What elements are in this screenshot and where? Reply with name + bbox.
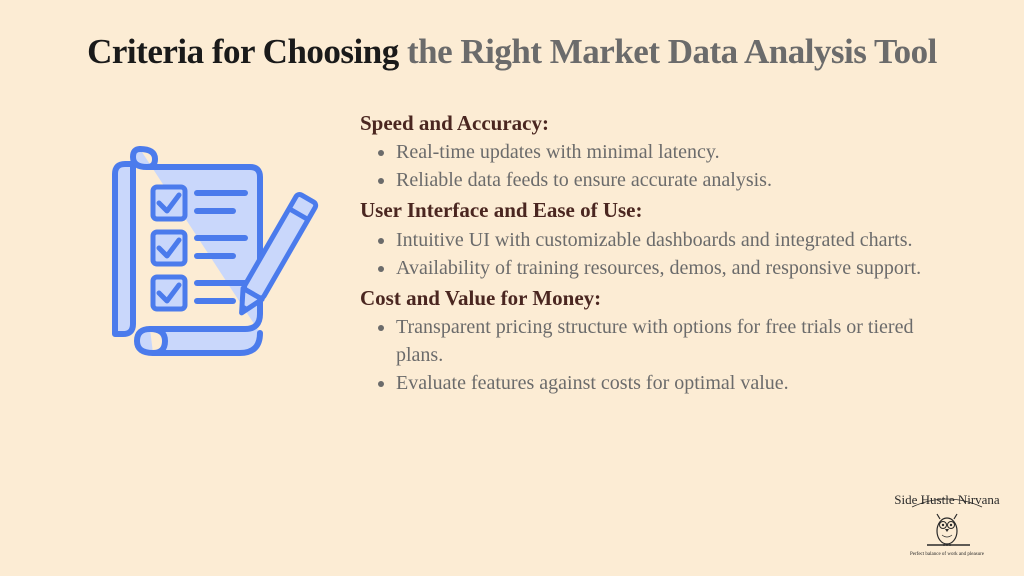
page-title-container: Criteria for Choosing the Right Market D… (0, 0, 1024, 84)
bullet-item: Reliable data feeds to ensure accurate a… (396, 166, 924, 194)
content-row: Speed and Accuracy: Real-time updates wi… (0, 84, 1024, 397)
bullet-item: Real-time updates with minimal latency. (396, 138, 924, 166)
section-heading-2: Cost and Value for Money: (360, 284, 924, 313)
title-dark-part: Criteria for Choosing (87, 32, 407, 71)
criteria-list: Speed and Accuracy: Real-time updates wi… (360, 109, 984, 397)
page-title: Criteria for Choosing the Right Market D… (60, 30, 964, 74)
svg-text:Side Hustle Nirvana: Side Hustle Nirvana (894, 492, 1000, 507)
section-heading-1: User Interface and Ease of Use: (360, 196, 924, 225)
bullet-item: Evaluate features against costs for opti… (396, 369, 924, 397)
brand-logo: Side Hustle Nirvana Perfect balance of w… (892, 489, 1002, 564)
bullet-item: Intuitive UI with customizable dashboard… (396, 226, 924, 254)
title-gray-part: the Right Market Data Analysis Tool (407, 32, 937, 71)
bullet-item: Transparent pricing structure with optio… (396, 313, 924, 369)
bullet-item: Availability of training resources, demo… (396, 254, 924, 282)
section-bullets-0: Real-time updates with minimal latency. … (360, 138, 924, 194)
icon-column (40, 109, 360, 369)
owl-logo-icon: Side Hustle Nirvana Perfect balance of w… (892, 489, 1002, 559)
section-bullets-2: Transparent pricing structure with optio… (360, 313, 924, 397)
section-bullets-1: Intuitive UI with customizable dashboard… (360, 226, 924, 282)
section-heading-0: Speed and Accuracy: (360, 109, 924, 138)
checklist-with-pencil-icon (75, 119, 325, 369)
logo-tagline: Perfect balance of work and pleasure (910, 552, 985, 557)
